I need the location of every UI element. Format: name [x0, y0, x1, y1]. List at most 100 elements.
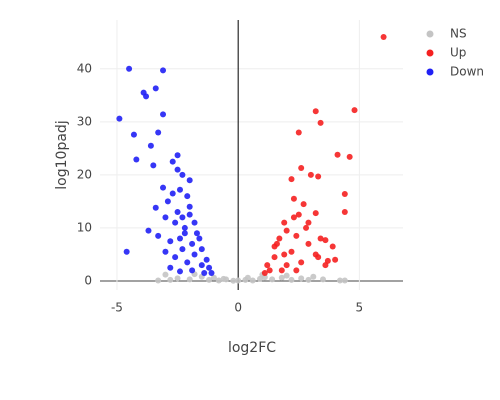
data-point	[315, 173, 322, 180]
x-tick-label: 5	[356, 301, 364, 315]
data-point	[176, 235, 183, 242]
data-point	[293, 232, 300, 239]
data-point	[162, 271, 169, 278]
legend-marker	[426, 68, 434, 76]
data-point	[169, 190, 176, 197]
data-point	[266, 267, 273, 274]
data-point	[203, 256, 210, 263]
data-point	[298, 275, 305, 282]
data-point	[269, 276, 276, 283]
data-point	[116, 115, 123, 122]
data-point	[167, 264, 174, 271]
data-point	[312, 108, 319, 115]
data-point	[278, 267, 285, 274]
data-point	[160, 184, 167, 191]
data-point	[201, 270, 208, 277]
data-point	[303, 224, 310, 231]
data-point	[174, 209, 181, 216]
data-point	[334, 151, 341, 158]
data-point	[167, 276, 174, 283]
data-point	[278, 274, 285, 281]
data-point	[351, 107, 358, 114]
data-point	[312, 210, 319, 217]
data-point	[210, 274, 217, 281]
data-point	[155, 277, 162, 284]
data-point	[162, 214, 169, 221]
x-tick-label: -5	[111, 301, 123, 315]
data-point	[152, 204, 159, 211]
data-point	[133, 156, 140, 163]
data-point	[281, 219, 288, 226]
y-tick-label: 10	[77, 220, 92, 234]
data-point	[143, 93, 150, 100]
data-point	[264, 262, 271, 269]
data-point	[305, 276, 312, 283]
data-point	[155, 232, 162, 239]
data-point	[300, 201, 307, 208]
data-point	[290, 214, 297, 221]
data-point	[162, 248, 169, 255]
data-point	[276, 235, 283, 242]
legend-marker	[426, 49, 434, 57]
data-point	[288, 176, 295, 183]
data-point	[283, 272, 290, 279]
data-point	[191, 251, 198, 258]
data-point	[281, 251, 288, 258]
data-point	[179, 246, 186, 253]
data-point	[174, 275, 181, 282]
data-point	[181, 230, 188, 237]
data-point	[271, 254, 278, 261]
x-tick-label: 0	[234, 301, 242, 315]
y-tick-label: 30	[77, 114, 92, 128]
data-point	[288, 276, 295, 283]
data-point	[261, 270, 268, 277]
data-point	[341, 209, 348, 216]
data-point	[184, 259, 191, 266]
data-point	[341, 190, 348, 197]
data-point	[193, 230, 200, 237]
data-point	[198, 246, 205, 253]
data-point	[176, 186, 183, 193]
y-tick-label: 0	[84, 273, 92, 287]
data-point	[244, 274, 251, 281]
data-point	[181, 224, 188, 231]
data-point	[293, 267, 300, 274]
data-point	[160, 67, 167, 74]
data-point	[283, 227, 290, 234]
data-point	[380, 33, 387, 40]
data-point	[123, 248, 130, 255]
data-point	[295, 129, 302, 136]
data-point	[179, 171, 186, 178]
data-point	[206, 276, 213, 283]
data-point	[186, 177, 193, 184]
data-point	[176, 268, 183, 275]
data-point	[249, 277, 256, 284]
data-point	[126, 65, 133, 72]
data-point	[320, 276, 327, 283]
data-point	[191, 219, 198, 226]
data-point	[147, 142, 154, 149]
data-point	[336, 277, 343, 284]
legend-label: Down	[450, 65, 484, 79]
data-point	[186, 203, 193, 210]
data-point	[189, 267, 196, 274]
data-point	[196, 235, 203, 242]
data-point	[288, 248, 295, 255]
data-point	[215, 277, 222, 284]
data-point	[298, 259, 305, 266]
data-point	[317, 119, 324, 126]
data-point	[186, 276, 193, 283]
data-point	[206, 264, 213, 271]
x-axis-title: log2FC	[228, 340, 276, 356]
data-point	[208, 270, 215, 277]
data-point	[220, 275, 227, 282]
data-point	[164, 198, 171, 205]
data-point	[155, 129, 162, 136]
data-point	[322, 262, 329, 269]
data-point	[283, 262, 290, 269]
data-point	[322, 237, 329, 244]
data-point	[184, 193, 191, 200]
data-point	[317, 235, 324, 242]
data-point	[307, 171, 314, 178]
data-point	[130, 131, 137, 138]
